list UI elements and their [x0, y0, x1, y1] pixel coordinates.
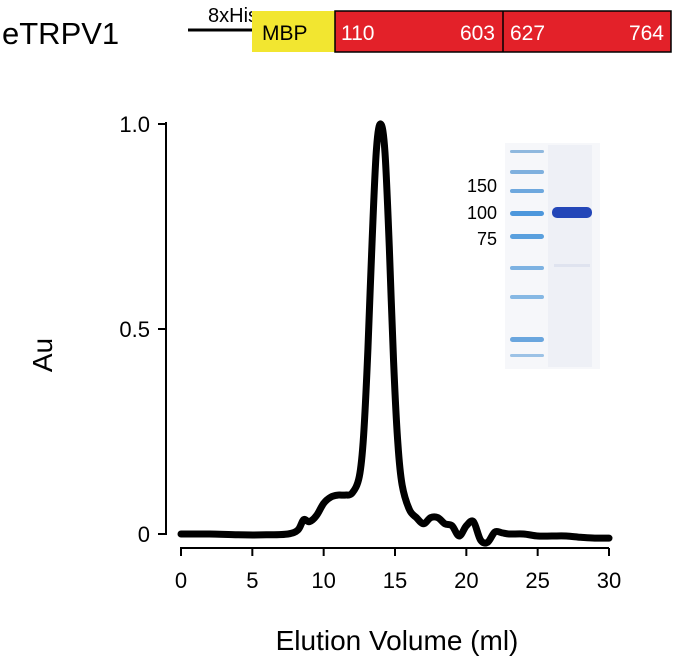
faint-band — [554, 264, 590, 267]
ladder-band — [510, 337, 544, 342]
marker-75-label: 75 — [477, 229, 497, 249]
mbp-label: MBP — [262, 22, 308, 45]
marker-100-label: 100 — [467, 203, 497, 223]
elution-trace — [177, 120, 613, 547]
segment-1-end: 603 — [460, 22, 495, 45]
gel-inset: 150 100 75 — [467, 143, 600, 369]
ladder-lane — [510, 150, 544, 357]
ladder-band — [510, 150, 544, 153]
sample-lane — [548, 145, 592, 367]
chromatogram: 0 5 10 15 20 25 30 0 0.5 1.0 Elution Volume (ml)… — [27, 112, 621, 656]
x-tick-label: 10 — [311, 568, 335, 593]
y-ticks: 0 0.5 1.0 — [119, 112, 166, 547]
segment-2-start: 627 — [510, 22, 545, 45]
x-axis-title: Elution Volume (ml) — [276, 625, 519, 656]
his-tag-label: 8xHis — [208, 5, 258, 27]
ladder-band — [510, 266, 544, 270]
protein-band — [552, 207, 592, 218]
y-tick-label: 0 — [138, 522, 150, 547]
ladder-band — [510, 234, 544, 239]
ladder-band — [510, 354, 544, 357]
marker-150-label: 150 — [467, 176, 497, 196]
y-axis-title: Au — [27, 338, 58, 372]
segment-1-start: 110 — [341, 22, 374, 45]
x-tick-label: 30 — [597, 568, 621, 593]
y-tick-label: 1.0 — [119, 112, 150, 137]
ladder-band — [510, 295, 544, 299]
x-tick-label: 20 — [454, 568, 478, 593]
ladder-band — [510, 170, 544, 174]
segment-2-end: 764 — [629, 22, 664, 45]
x-tick-label: 15 — [383, 568, 407, 593]
ladder-band — [510, 211, 544, 216]
construct-name: eTRPV1 — [2, 16, 119, 51]
x-ticks: 0 5 10 15 20 25 30 — [175, 548, 621, 593]
ladder-band — [510, 189, 544, 193]
x-tick-label: 0 — [175, 568, 187, 593]
x-tick-label: 25 — [525, 568, 549, 593]
x-tick-label: 5 — [246, 568, 258, 593]
mbp-domain — [252, 11, 335, 52]
construct-diagram: eTRPV1 8xHis MBP 110 603 627 764 — [2, 5, 672, 53]
y-tick-label: 0.5 — [119, 317, 150, 342]
